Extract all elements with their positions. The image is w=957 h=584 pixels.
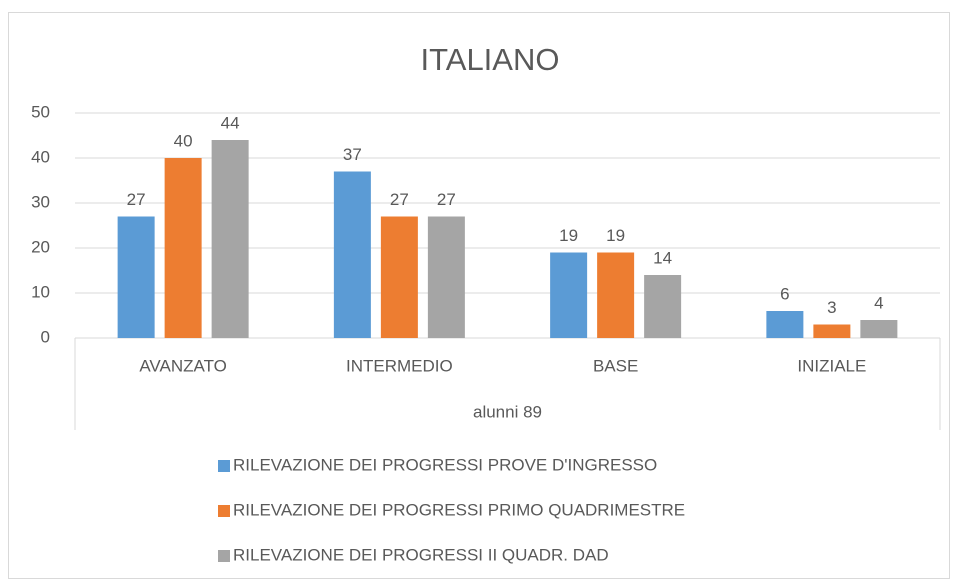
group-label: alunni 89 [473,402,542,421]
data-label: 27 [437,190,456,209]
bar [597,252,635,338]
data-label: 4 [874,293,883,312]
bar [766,311,804,338]
legend-label: RILEVAZIONE DEI PROGRESSI II QUADR. DAD [233,545,609,564]
data-label: 40 [174,131,193,150]
y-tick-label: 20 [31,237,50,256]
data-label: 27 [127,190,146,209]
data-label: 14 [653,248,672,267]
chart-title: ITALIANO [421,42,560,77]
data-label: 37 [343,145,362,164]
bar [380,216,418,338]
bar [813,324,851,338]
bar [860,320,898,338]
x-tick-label: INIZIALE [797,356,866,375]
y-tick-label: 30 [31,192,50,211]
x-tick-label: INTERMEDIO [346,356,453,375]
data-label: 44 [221,113,240,132]
bar [211,140,249,338]
legend-swatch [218,550,230,562]
legend-swatch [218,505,230,517]
bar [427,216,465,338]
y-tick-label: 10 [31,282,50,301]
legend-swatch [218,460,230,472]
y-tick-label: 40 [31,147,50,166]
x-tick-label: BASE [593,356,638,375]
data-label: 3 [827,298,836,317]
x-tick-label: AVANZATO [139,356,227,375]
bar [164,158,202,338]
data-label: 19 [559,226,578,245]
bar [644,275,682,338]
y-tick-label: 0 [41,327,50,346]
y-tick-label: 50 [31,102,50,121]
legend-label: RILEVAZIONE DEI PROGRESSI PROVE D'INGRES… [233,455,657,474]
bar [333,171,371,338]
data-label: 27 [390,190,409,209]
data-label: 19 [606,226,625,245]
bar [117,216,155,338]
legend-label: RILEVAZIONE DEI PROGRESSI PRIMO QUADRIME… [233,500,685,519]
data-label: 6 [780,284,789,303]
bar [550,252,588,338]
